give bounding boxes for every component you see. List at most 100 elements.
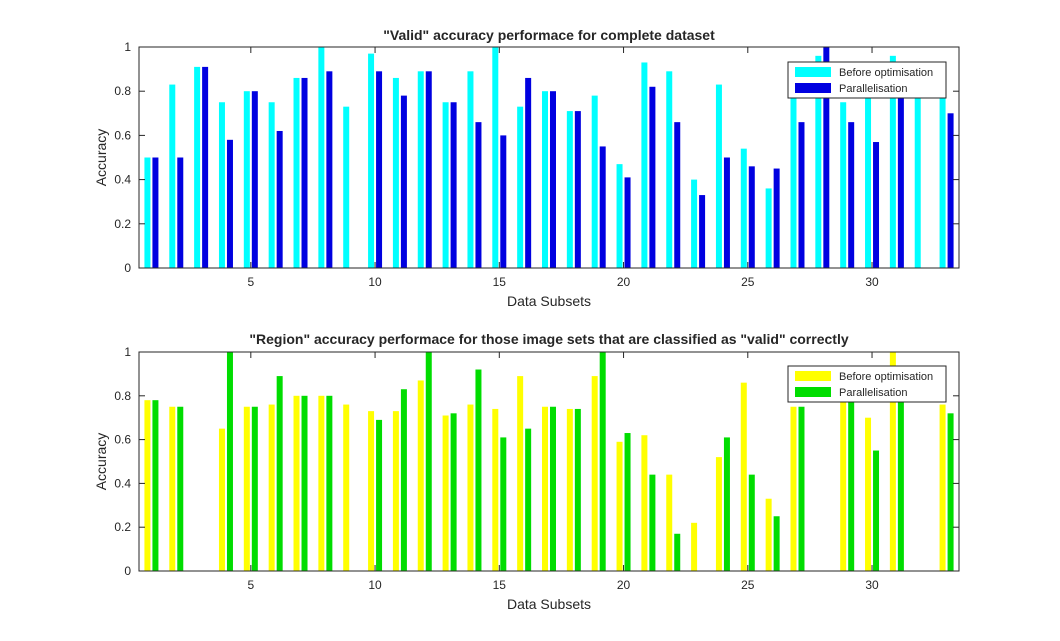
x-axis-label: Data Subsets — [507, 596, 591, 612]
bar-series1-cat22 — [666, 71, 673, 268]
bar-series1-cat11 — [392, 411, 399, 571]
bar-series1-cat21 — [641, 435, 648, 571]
x-tick-label: 15 — [493, 275, 507, 289]
bar-series1-cat25 — [740, 382, 747, 571]
bar-series1-cat19 — [591, 376, 598, 571]
bar-series1-cat32 — [914, 91, 921, 268]
y-tick-label: 1 — [124, 345, 131, 359]
bar-series1-cat26 — [765, 498, 772, 571]
bar-series2-cat18 — [574, 111, 581, 268]
y-tick-label: 0.2 — [114, 520, 131, 534]
x-tick-label: 20 — [617, 275, 631, 289]
bar-series2-cat20 — [624, 177, 631, 268]
bar-series2-cat21 — [649, 86, 656, 268]
bar-series1-cat9 — [343, 404, 350, 571]
y-axis-label: Accuracy — [93, 433, 109, 491]
bar-series1-cat30 — [865, 95, 872, 269]
bar-series1-cat31 — [889, 55, 896, 269]
bar-series2-cat6 — [276, 130, 283, 268]
bar-series1-cat28 — [815, 55, 822, 269]
bar-series2-cat11 — [400, 389, 407, 571]
y-tick-label: 0.8 — [114, 84, 131, 98]
bar-series1-cat18 — [566, 111, 573, 268]
y-tick-label: 1 — [124, 40, 131, 54]
bar-series2-cat7 — [301, 77, 308, 268]
x-tick-label: 10 — [368, 578, 382, 592]
x-tick-label: 30 — [865, 275, 879, 289]
x-tick-label: 25 — [741, 275, 755, 289]
bar-series1-cat13 — [442, 415, 449, 571]
y-tick-label: 0.4 — [114, 173, 131, 187]
y-tick-label: 0 — [124, 261, 131, 275]
bar-series2-cat30 — [873, 142, 880, 268]
bar-series1-cat3 — [194, 66, 201, 268]
bar-series2-cat17 — [550, 91, 556, 268]
bar-series1-cat27 — [790, 95, 797, 269]
bar-series1-cat4 — [218, 102, 225, 268]
bar-series1-cat31 — [889, 352, 896, 571]
bar-series1-cat26 — [765, 188, 772, 268]
bar-series2-cat30 — [873, 450, 880, 571]
bar-series1-cat18 — [566, 408, 573, 571]
y-tick-label: 0.2 — [114, 217, 131, 231]
bar-series2-cat4 — [226, 139, 233, 268]
legend-swatch — [795, 83, 831, 93]
bar-series2-cat20 — [624, 433, 631, 571]
bar-series1-cat20 — [616, 164, 623, 268]
bar-series2-cat16 — [525, 77, 532, 268]
bar-series1-cat6 — [268, 102, 275, 268]
bar-series1-cat24 — [715, 457, 722, 571]
bar-series1-cat5 — [243, 91, 250, 268]
bar-series2-cat6 — [276, 376, 283, 571]
bar-series2-cat25 — [748, 166, 755, 268]
y-tick-label: 0.6 — [114, 128, 131, 142]
bar-series1-cat10 — [368, 53, 375, 268]
x-tick-label: 10 — [368, 275, 382, 289]
bar-series1-cat8 — [318, 395, 325, 571]
chart-panel-1: 00.20.40.60.815 10 15 20 25 30"Valid" accurac… — [93, 27, 960, 309]
bar-series2-cat12 — [425, 71, 432, 268]
bar-series1-cat23 — [691, 179, 698, 268]
bar-series2-cat23 — [699, 195, 706, 268]
legend-label: Parallelisation — [839, 387, 907, 399]
bar-series2-cat11 — [400, 95, 407, 269]
bar-series1-cat29 — [840, 102, 847, 268]
bar-series2-cat13 — [450, 102, 457, 268]
bar-series1-cat23 — [691, 522, 698, 571]
bar-series1-cat12 — [417, 380, 424, 571]
bar-series2-cat16 — [525, 428, 532, 571]
bar-series2-cat17 — [550, 406, 556, 571]
axes-frame — [138, 46, 960, 269]
bar-series1-cat17 — [542, 406, 548, 571]
bar-series2-cat10 — [376, 71, 383, 268]
bar-series1-cat9 — [343, 106, 350, 268]
bar-series2-cat29 — [848, 384, 855, 571]
x-tick-label: 20 — [617, 578, 631, 592]
bar-series2-cat1 — [152, 157, 159, 268]
bar-series2-cat26 — [773, 516, 780, 571]
bar-series1-cat17 — [542, 91, 548, 268]
axes-frame — [138, 351, 960, 572]
chart-panel-2: 00.20.40.60.815 10 15 20 25 30"Region" accura… — [93, 331, 960, 612]
legend: Before optimisation Parallelisation — [787, 61, 947, 99]
bar-series1-cat30 — [865, 417, 872, 571]
bar-series2-cat3 — [202, 66, 209, 268]
legend-swatch — [795, 67, 831, 77]
x-tick-label: 15 — [493, 578, 507, 592]
bar-series1-cat10 — [368, 411, 375, 571]
y-tick-label: 0.6 — [114, 433, 131, 447]
bar-series2-cat12 — [425, 352, 432, 571]
chart-title: "Region" accuracy performace for those i… — [249, 331, 848, 347]
legend-swatch — [795, 387, 831, 397]
bar-series1-cat7 — [293, 395, 300, 571]
bar-series2-cat22 — [674, 533, 681, 571]
bar-series2-cat21 — [649, 474, 656, 571]
bar-series1-cat16 — [517, 376, 524, 571]
x-tick-label: 5 — [247, 275, 254, 289]
bar-series1-cat13 — [442, 102, 449, 268]
x-axis-label: Data Subsets — [507, 293, 591, 309]
legend: Before optimisation Parallelisation — [787, 365, 947, 403]
bar-series2-cat8 — [326, 71, 333, 268]
